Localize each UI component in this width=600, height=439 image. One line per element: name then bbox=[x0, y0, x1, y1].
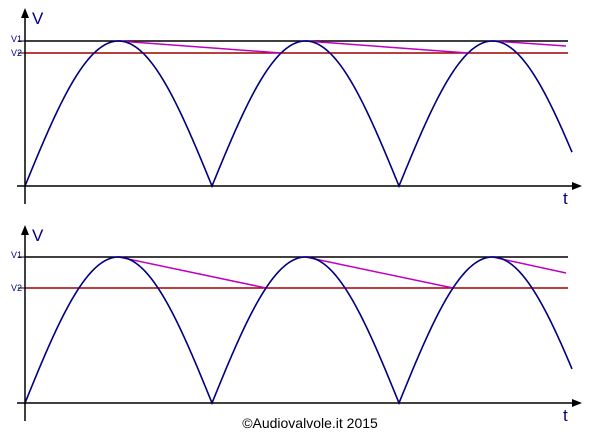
rectified-wave bbox=[24, 256, 573, 406]
level2-label: V2 bbox=[11, 283, 22, 293]
y-label: V bbox=[32, 9, 44, 28]
x-label: t bbox=[563, 189, 568, 208]
level1-label: V1 bbox=[11, 250, 22, 260]
x-arrow bbox=[572, 399, 582, 407]
ripple bbox=[118, 256, 267, 289]
ripple bbox=[305, 256, 454, 289]
footer: ©Audiovalvole.it 2015 bbox=[242, 415, 378, 431]
ripple bbox=[305, 40, 469, 54]
y-label: V bbox=[32, 226, 44, 245]
x-label: t bbox=[563, 406, 568, 425]
y-arrow bbox=[21, 8, 29, 18]
level1-label: V1 bbox=[11, 34, 22, 44]
y-arrow bbox=[21, 225, 29, 235]
ripple bbox=[118, 40, 282, 54]
ripple bbox=[492, 40, 567, 47]
level2-label: V2 bbox=[11, 48, 22, 58]
rectified-wave bbox=[24, 40, 573, 189]
x-arrow bbox=[572, 182, 582, 190]
